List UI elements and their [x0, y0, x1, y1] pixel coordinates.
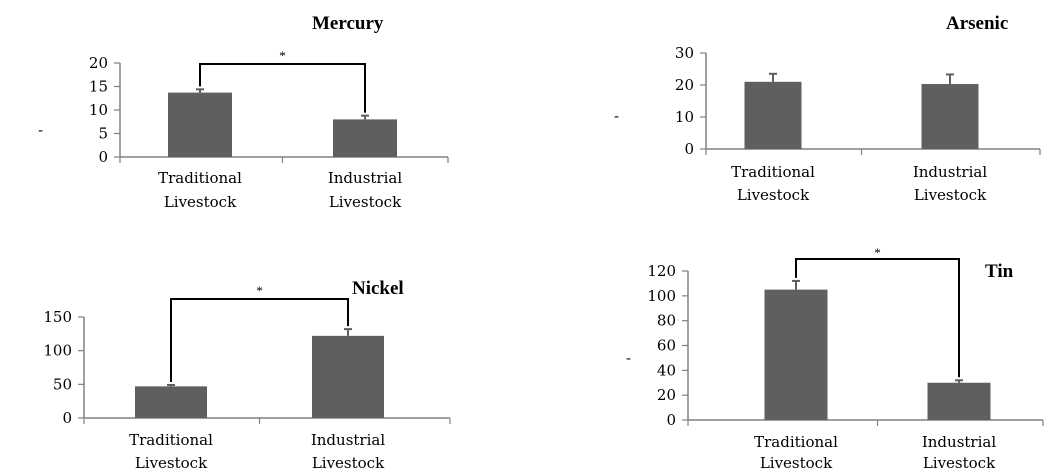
y-tick-label: 30: [675, 44, 694, 62]
y-tick-label: 80: [657, 312, 676, 330]
bar: [744, 81, 802, 149]
significance-label: *: [256, 283, 263, 298]
bar: [333, 119, 397, 157]
chart-tin: Tin 0 20 40 60 80 100 120 Traditional Livestock In…: [626, 245, 1044, 472]
y-tick-label: 0: [666, 411, 676, 429]
bar: [921, 84, 979, 149]
x-tick-label: Livestock: [164, 193, 237, 211]
y-tick-label: 50: [53, 375, 72, 393]
y-tick-label: 20: [675, 76, 694, 94]
x-tick-label: Industrial: [913, 163, 987, 181]
significance-bracket: [199, 63, 366, 113]
y-axis-label: -: [614, 107, 619, 125]
x-tick-label: Industrial: [328, 169, 402, 187]
y-tick-label: 5: [98, 125, 108, 143]
bar: [168, 92, 232, 157]
chart-title: Tin: [985, 261, 1014, 282]
y-axis-label: -: [626, 349, 631, 367]
y-tick-label: 100: [647, 287, 676, 305]
chart-title: Nickel: [352, 278, 404, 299]
x-tick-label: Livestock: [923, 454, 996, 472]
x-tick-label: Livestock: [914, 186, 987, 204]
x-tick-label: Livestock: [329, 193, 402, 211]
significance-label: *: [279, 48, 286, 63]
x-tick-label: Traditional: [731, 163, 815, 181]
y-tick-label: 10: [675, 108, 694, 126]
y-tick-label: 100: [43, 342, 72, 360]
y-tick-label: 120: [647, 262, 676, 280]
x-tick-label: Livestock: [737, 186, 810, 204]
chart-nickel: Nickel 0 50 100 150 Traditional Livestock Indus…: [43, 278, 451, 472]
chart-mercury: Mercury 0 5 10 15 20 Traditional Livestock Indus…: [38, 13, 449, 211]
y-tick-label: 0: [62, 409, 72, 427]
y-tick-label: 0: [98, 148, 108, 166]
x-tick-label: Traditional: [129, 431, 213, 449]
y-axis-label: -: [38, 121, 43, 139]
significance-bracket: [795, 258, 960, 378]
y-tick-label: 20: [657, 386, 676, 404]
y-tick-label: 150: [43, 308, 72, 326]
significance-label: *: [874, 245, 881, 260]
bar: [764, 289, 828, 420]
chart-arsenic: Arsenic 0 10 20 30 Traditional Livestock Indust…: [614, 13, 1041, 204]
y-tick-label: 10: [89, 101, 108, 119]
y-tick-label: 20: [89, 54, 108, 72]
bar: [312, 335, 384, 418]
bar: [135, 386, 207, 418]
chart-title: Arsenic: [946, 13, 1008, 34]
x-tick-label: Livestock: [760, 454, 833, 472]
x-tick-label: Industrial: [311, 431, 385, 449]
significance-bracket: [170, 298, 349, 383]
y-tick-label: 0: [684, 140, 694, 158]
x-tick-label: Livestock: [135, 454, 208, 472]
y-tick-label: 15: [89, 78, 108, 96]
y-tick-label: 60: [657, 337, 676, 355]
bar: [927, 382, 991, 420]
x-tick-label: Traditional: [158, 169, 242, 187]
x-tick-label: Livestock: [312, 454, 385, 472]
x-tick-label: Traditional: [754, 433, 838, 451]
x-tick-label: Industrial: [922, 433, 996, 451]
chart-title: Mercury: [312, 13, 384, 34]
y-tick-label: 40: [657, 361, 676, 379]
